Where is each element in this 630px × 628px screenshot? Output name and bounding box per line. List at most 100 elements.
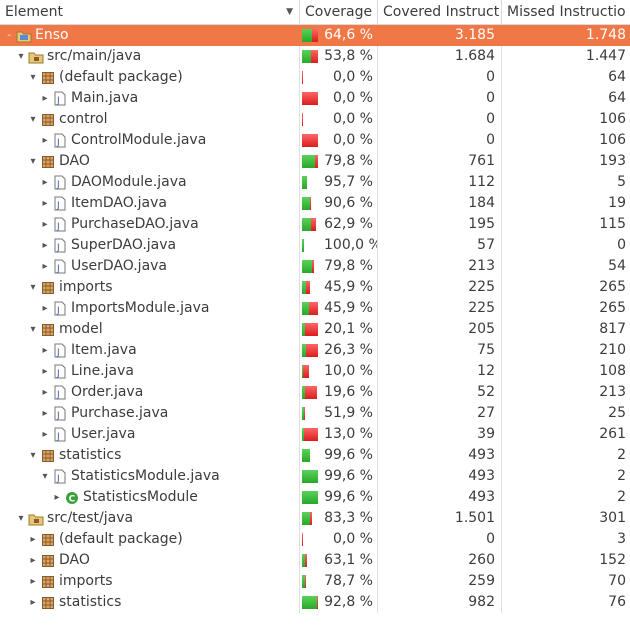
coverage-percent: 99,6 %	[324, 447, 373, 463]
coverage-bar	[302, 449, 318, 462]
expand-arrow-icon[interactable]: ▸	[42, 366, 48, 377]
tree-row[interactable]: ▸ J ItemDAO.java 90,6 % 184 19	[0, 193, 630, 214]
coverage-bar-missed	[312, 260, 314, 273]
expand-arrow-icon[interactable]: ▸	[42, 429, 48, 440]
tree-row[interactable]: ▾ control 0,0 % 0 106	[0, 109, 630, 130]
covered-instructions-cell: 52	[378, 382, 502, 403]
coverage-bar-covered	[302, 512, 310, 525]
expand-arrow-icon[interactable]: ▸	[42, 135, 48, 146]
tree-row[interactable]: ▸ J PurchaseDAO.java 62,9 % 195 115	[0, 214, 630, 235]
coverage-percent: 0,0 %	[332, 111, 373, 127]
tree-row[interactable]: ▸ J Main.java 0,0 % 0 64	[0, 88, 630, 109]
element-cell: ▸ J Item.java	[0, 340, 300, 361]
tree-row[interactable]: - Enso 64,6 % 3.185 1.748	[0, 25, 630, 46]
tree-row[interactable]: ▸ J Order.java 19,6 % 52 213	[0, 382, 630, 403]
expand-arrow-icon[interactable]: ▸	[42, 261, 48, 272]
tree-row[interactable]: ▸ C StatisticsModule 99,6 % 493 2	[0, 487, 630, 508]
column-header-element[interactable]: Element ▼	[0, 0, 300, 25]
tree-row[interactable]: ▸ statistics 92,8 % 982 76	[0, 592, 630, 613]
missed-instructions-cell: 64	[608, 69, 626, 85]
element-cell: ▾ src/main/java	[0, 46, 300, 67]
tree-row[interactable]: ▾ (default package) 0,0 % 0 64	[0, 67, 630, 88]
coverage-bar	[302, 197, 318, 210]
coverage-cell: 62,9 %	[300, 214, 378, 235]
coverage-bar-missed	[302, 113, 303, 126]
coverage-bar-covered	[302, 197, 310, 210]
tree-row[interactable]: ▸ J Item.java 26,3 % 75 210	[0, 340, 630, 361]
coverage-cell: 79,8 %	[300, 256, 378, 277]
tree-row[interactable]: ▾ src/main/java 53,8 % 1.684 1.447	[0, 46, 630, 67]
coverage-bar-missed	[315, 155, 318, 168]
missed-instructions-cell: 193	[599, 153, 626, 169]
expand-arrow-icon[interactable]: ▸	[42, 240, 48, 251]
tree-row[interactable]: ▸ J User.java 13,0 % 39 261	[0, 424, 630, 445]
tree-row[interactable]: ▾ model 20,1 % 205 817	[0, 319, 630, 340]
coverage-cell: 99,6 %	[300, 466, 378, 487]
source-folder-icon	[28, 511, 44, 527]
expand-arrow-icon[interactable]: ▸	[42, 93, 48, 104]
expand-arrow-icon[interactable]: ▸	[30, 576, 36, 587]
collapse-arrow-icon[interactable]: ▾	[30, 324, 36, 335]
expand-arrow-icon[interactable]: ▸	[30, 597, 36, 608]
coverage-cell: 45,9 %	[300, 298, 378, 319]
expand-arrow-icon[interactable]: ▸	[42, 345, 48, 356]
project-icon	[16, 28, 32, 44]
tree-row[interactable]: ▸ imports 78,7 % 259 70	[0, 571, 630, 592]
coverage-bar	[302, 533, 318, 546]
tree-row[interactable]: ▾ J StatisticsModule.java 99,6 % 493 2	[0, 466, 630, 487]
coverage-bar-covered	[302, 491, 318, 504]
element-label: statistics	[59, 594, 122, 610]
svg-text:J: J	[56, 432, 60, 442]
element-label: imports	[59, 279, 113, 295]
collapse-arrow-icon[interactable]: ▾	[30, 72, 36, 83]
coverage-bar-covered	[302, 407, 304, 420]
coverage-bar-missed	[304, 428, 318, 441]
expand-arrow-icon[interactable]: ▸	[42, 303, 48, 314]
tree-row[interactable]: ▾ DAO 79,8 % 761 193	[0, 151, 630, 172]
tree-row[interactable]: ▸ J DAOModule.java 95,7 % 112 5	[0, 172, 630, 193]
collapse-toggle-icon[interactable]: -	[7, 30, 11, 41]
covered-instructions-cell: 225	[378, 277, 502, 298]
coverage-bar-covered	[302, 428, 304, 441]
tree-row[interactable]: ▸ J UserDAO.java 79,8 % 213 54	[0, 256, 630, 277]
collapse-arrow-icon[interactable]: ▾	[30, 282, 36, 293]
expand-arrow-icon[interactable]: ▸	[42, 408, 48, 419]
collapse-arrow-icon[interactable]: ▾	[18, 513, 24, 524]
tree-row[interactable]: ▸ J Line.java 10,0 % 12 108	[0, 361, 630, 382]
tree-row[interactable]: ▸ J ControlModule.java 0,0 % 0 106	[0, 130, 630, 151]
sort-descending-icon: ▼	[286, 6, 293, 17]
expand-arrow-icon[interactable]: ▸	[42, 177, 48, 188]
collapse-arrow-icon[interactable]: ▾	[42, 471, 48, 482]
expand-arrow-icon[interactable]: ▸	[30, 555, 36, 566]
column-header-covered-instructions[interactable]: Covered Instruct	[378, 0, 502, 25]
tree-row[interactable]: ▸ J SuperDAO.java 100,0 % 57 0	[0, 235, 630, 256]
coverage-percent: 100,0 %	[324, 237, 378, 253]
expand-arrow-icon[interactable]: ▸	[42, 219, 48, 230]
collapse-arrow-icon[interactable]: ▾	[18, 51, 24, 62]
tree-row[interactable]: ▸ J Purchase.java 51,9 % 27 25	[0, 403, 630, 424]
tree-row[interactable]: ▸ (default package) 0,0 % 0 3	[0, 529, 630, 550]
tree-row[interactable]: ▸ DAO 63,1 % 260 152	[0, 550, 630, 571]
missed-instructions-cell: 1.447	[585, 48, 626, 64]
element-label: ControlModule.java	[71, 132, 207, 148]
collapse-arrow-icon[interactable]: ▾	[30, 450, 36, 461]
tree-row[interactable]: ▸ J ImportsModule.java 45,9 % 225 265	[0, 298, 630, 319]
expand-arrow-icon[interactable]: ▸	[30, 534, 36, 545]
collapse-arrow-icon[interactable]: ▾	[30, 156, 36, 167]
covered-instructions-cell: 0	[378, 529, 502, 550]
tree-row[interactable]: ▾ statistics 99,6 % 493 2	[0, 445, 630, 466]
coverage-bar	[302, 491, 318, 504]
coverage-percent: 0,0 %	[332, 90, 373, 106]
element-label: model	[59, 321, 103, 337]
expand-arrow-icon[interactable]: ▸	[54, 492, 60, 503]
tree-row[interactable]: ▾ imports 45,9 % 225 265	[0, 277, 630, 298]
expand-arrow-icon[interactable]: ▸	[42, 198, 48, 209]
coverage-cell: 0,0 %	[300, 67, 378, 88]
element-label: ImportsModule.java	[71, 300, 210, 316]
column-header-missed-instructions[interactable]: Missed Instructio	[507, 3, 626, 20]
svg-text:J: J	[56, 201, 60, 211]
tree-row[interactable]: ▾ src/test/java 83,3 % 1.501 301	[0, 508, 630, 529]
expand-arrow-icon[interactable]: ▸	[42, 387, 48, 398]
collapse-arrow-icon[interactable]: ▾	[30, 114, 36, 125]
column-header-coverage[interactable]: Coverage	[300, 0, 378, 25]
